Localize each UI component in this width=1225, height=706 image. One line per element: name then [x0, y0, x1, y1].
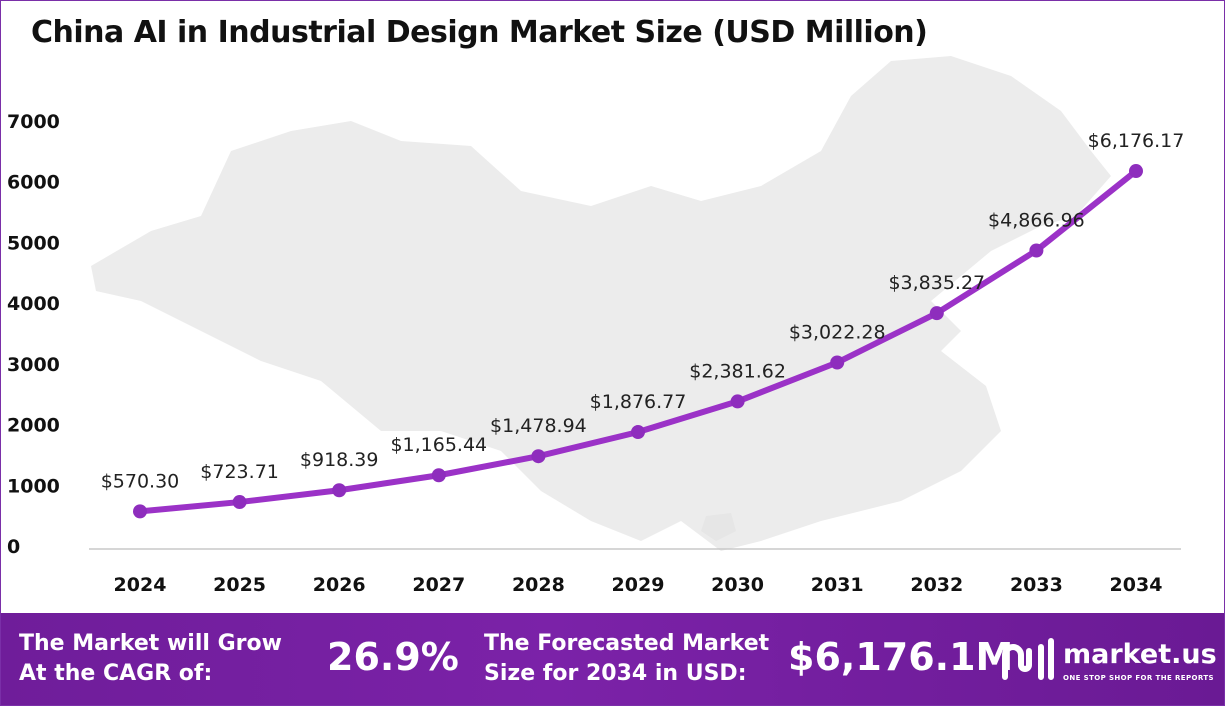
data-label: $1,876.77	[590, 391, 687, 413]
x-tick-label: 2027	[412, 574, 465, 596]
chart-title: China AI in Industrial Design Market Siz…	[29, 13, 936, 54]
data-label: $2,381.62	[689, 360, 786, 382]
y-axis-ticks: 0 1000 2000 3000 4000 5000 6000 7000	[7, 111, 60, 558]
brand-tagline: ONE STOP SHOP FOR THE REPORTS	[1063, 674, 1214, 682]
data-label: $918.39	[300, 449, 379, 471]
data-point	[631, 425, 645, 440]
cagr-value: 26.9%	[327, 635, 459, 679]
map-island-shape	[701, 513, 736, 541]
data-point	[929, 306, 944, 321]
x-axis-ticks: 2024 2025 2026 2027 2028 2029 2030 2031 2032 2033…	[114, 574, 1163, 596]
x-tick-label: 2025	[213, 574, 266, 596]
x-tick-label: 2028	[512, 574, 565, 596]
data-point	[133, 504, 147, 519]
y-tick-label: 3000	[7, 354, 60, 376]
y-tick-label: 0	[7, 536, 20, 558]
data-label: $1,478.94	[490, 415, 587, 437]
data-label: $1,165.44	[390, 434, 487, 456]
data-label: $723.71	[200, 461, 279, 483]
data-markers	[133, 164, 1143, 519]
data-label: $6,176.17	[1088, 130, 1185, 152]
data-point	[232, 495, 247, 510]
x-tick-label: 2026	[313, 574, 366, 596]
data-point	[1129, 164, 1143, 179]
data-label: $3,835.27	[888, 272, 985, 294]
x-tick-label: 2029	[612, 574, 665, 596]
data-point	[830, 355, 845, 370]
y-tick-label: 1000	[7, 475, 60, 497]
data-point	[531, 449, 546, 464]
y-tick-label: 4000	[7, 293, 60, 315]
forecast-value: $6,176.1M	[788, 635, 1014, 679]
x-tick-label: 2033	[1010, 574, 1063, 596]
data-point	[332, 483, 347, 498]
data-point	[730, 394, 745, 409]
y-tick-label: 7000	[7, 111, 60, 133]
y-tick-label: 6000	[7, 172, 60, 194]
cagr-caption: The Market will Grow At the CAGR of:	[19, 631, 282, 686]
data-point	[1029, 243, 1044, 258]
x-tick-label: 2034	[1110, 574, 1163, 596]
brand-logo: market.us ONE STOP SHOP FOR THE REPORTS	[999, 631, 1224, 691]
x-tick-label: 2032	[910, 574, 963, 596]
data-label: $3,022.28	[789, 322, 886, 344]
forecast-caption: The Forecasted Market Size for 2034 in U…	[484, 631, 770, 686]
data-labels: $570.30 $723.71$918.39$1,165.44$1,478.94$…	[101, 130, 1185, 492]
y-tick-label: 2000	[7, 415, 60, 437]
data-point	[431, 468, 446, 483]
footer-banner: The Market will Grow At the CAGR of: 26.…	[1, 613, 1224, 705]
data-label: $4,866.96	[988, 210, 1085, 232]
x-tick-label: 2031	[811, 574, 864, 596]
market-us-logo-icon	[1002, 638, 1054, 680]
map-background-shape	[91, 56, 1111, 551]
x-tick-label: 2030	[711, 574, 764, 596]
data-label: $570.30	[101, 470, 180, 492]
y-tick-label: 5000	[7, 232, 60, 254]
brand-name: market.us	[1063, 639, 1217, 670]
x-tick-label: 2024	[114, 574, 167, 596]
